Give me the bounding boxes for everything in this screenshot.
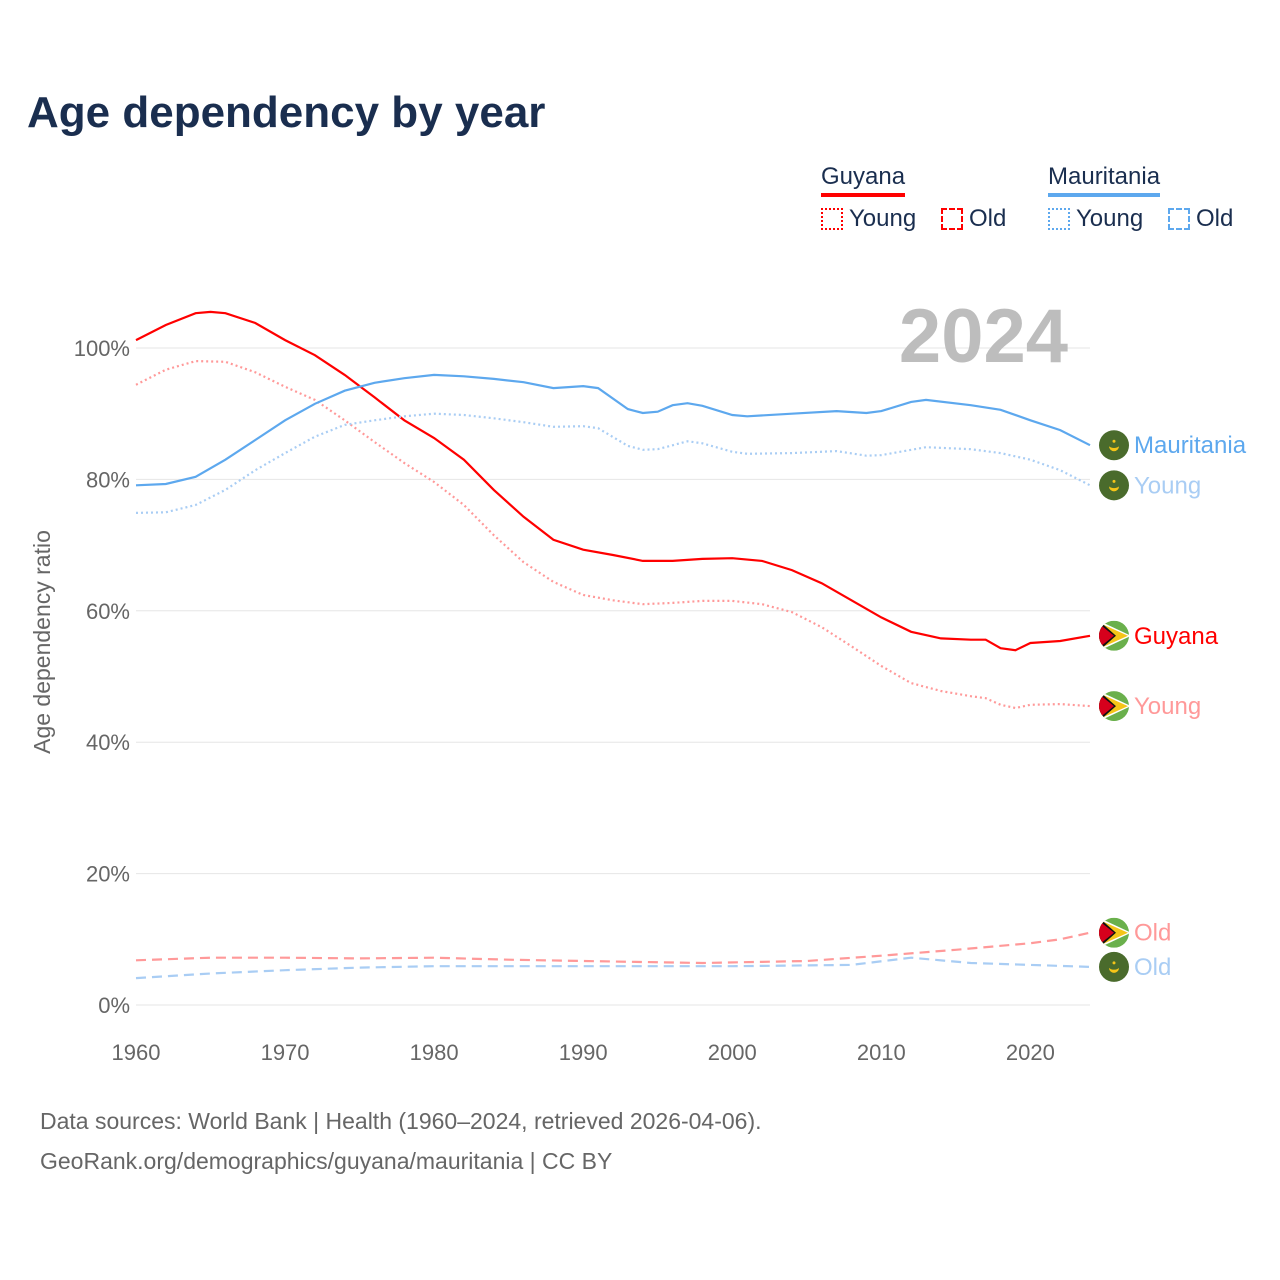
x-tick-label: 1960	[112, 1040, 161, 1065]
legend-label: Young	[849, 205, 917, 232]
legend-mauritania-old[interactable]: Old	[1168, 205, 1233, 233]
dotted-swatch-icon	[1048, 208, 1070, 230]
x-tick-label: 1990	[559, 1040, 608, 1065]
guyana-flag-icon	[1099, 917, 1129, 948]
legend-label: Old	[1196, 205, 1234, 232]
footer-sources: Data sources: World Bank | Health (1960–…	[40, 1108, 762, 1134]
y-tick-label: 60%	[86, 599, 130, 624]
x-tick-label: 2020	[1006, 1040, 1055, 1065]
series-line-mauritania[interactable]	[135, 373, 1091, 487]
y-tick-label: 100%	[74, 336, 130, 361]
end-label: Guyana	[1134, 623, 1219, 650]
x-tick-label: 1970	[261, 1040, 310, 1065]
series-line-mauritania-old[interactable]	[135, 956, 1091, 980]
dashed-swatch-icon	[1168, 208, 1190, 230]
end-label: Young	[1134, 693, 1201, 720]
legend-guyana-young[interactable]: Young	[821, 205, 916, 233]
y-tick-label: 0%	[98, 993, 130, 1018]
chart-title: Age dependency by year	[27, 88, 546, 137]
legend-guyana[interactable]: Guyana	[821, 163, 906, 197]
mauritania-flag-icon	[1099, 951, 1129, 982]
legend-mauritania-young[interactable]: Young	[1048, 205, 1143, 233]
legend-guyana-old[interactable]: Old	[941, 205, 1006, 233]
end-label: Mauritania	[1134, 432, 1247, 459]
y-tick-label: 40%	[86, 730, 130, 755]
mauritania-flag-icon	[1099, 430, 1129, 461]
legend-label: Young	[1076, 205, 1144, 232]
end-label: Young	[1134, 472, 1201, 499]
x-tick-label: 2010	[857, 1040, 906, 1065]
legend-label: Old	[969, 205, 1007, 232]
series-line-mauritania-young[interactable]	[135, 412, 1091, 514]
y-tick-label: 80%	[86, 467, 130, 492]
year-overlay: 2024	[899, 294, 1068, 379]
end-label: Old	[1134, 920, 1171, 947]
legend-mauritania[interactable]: Mauritania	[1048, 163, 1161, 197]
x-tick-label: 1980	[410, 1040, 459, 1065]
series-line-guyana[interactable]	[135, 310, 1091, 652]
y-tick-label: 20%	[86, 862, 130, 887]
footer-link[interactable]: GeoRank.org/demographics/guyana/mauritan…	[40, 1148, 613, 1174]
mauritania-flag-icon	[1099, 470, 1129, 501]
series-line-guyana-young[interactable]	[135, 359, 1091, 710]
dotted-swatch-icon	[821, 208, 843, 230]
series-line-guyana-old[interactable]	[135, 931, 1091, 965]
dashed-swatch-icon	[941, 208, 963, 230]
x-tick-label: 2000	[708, 1040, 757, 1065]
guyana-flag-icon	[1099, 691, 1129, 722]
end-label: Old	[1134, 954, 1171, 981]
guyana-flag-icon	[1099, 620, 1129, 651]
y-axis-label: Age dependency ratio	[29, 530, 55, 754]
